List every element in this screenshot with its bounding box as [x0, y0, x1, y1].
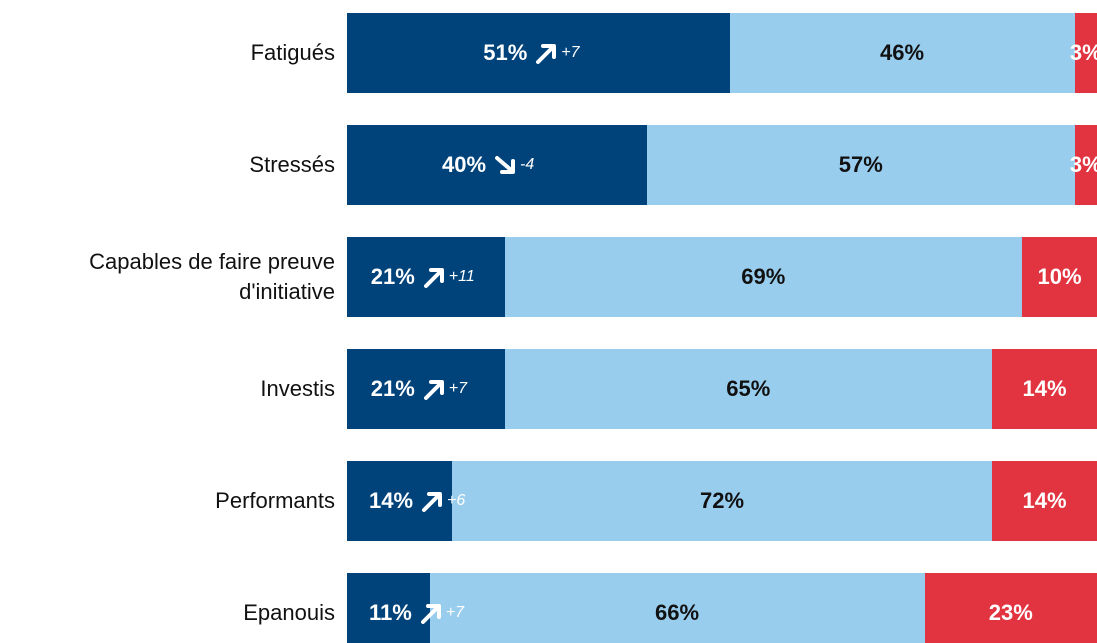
- bar-segment: [504, 237, 1022, 317]
- value-label: 14%: [1022, 376, 1067, 401]
- value-label-group: 21% +11: [371, 237, 475, 317]
- change-annotation: +7: [561, 44, 580, 61]
- value-label: 3%: [1069, 152, 1097, 177]
- bar-segment: [347, 125, 647, 205]
- category-label: Stressés: [249, 152, 335, 177]
- value-label: 40%: [442, 152, 487, 177]
- trend-arrow-shape: [423, 380, 444, 400]
- value-label: 65%: [726, 376, 771, 401]
- bar-segment: [429, 573, 925, 643]
- value-label-group: 51% +7: [483, 13, 579, 93]
- value-label: 14%: [369, 488, 414, 513]
- category-label: Epanouis: [243, 600, 335, 625]
- bar-segment: [992, 349, 1097, 429]
- bar-segment: [347, 349, 505, 429]
- value-label-group: 14% +6: [369, 461, 465, 541]
- value-label: 66%: [654, 600, 700, 625]
- trend-arrow-shape: [495, 156, 516, 174]
- trend-arrow-shape: [420, 604, 441, 624]
- bar-segment: [924, 573, 1097, 643]
- bar-segment: [992, 461, 1097, 541]
- value-label: 10%: [1037, 264, 1082, 289]
- trend-arrow: [423, 380, 444, 400]
- change-annotation: +7: [445, 604, 465, 621]
- value-label: 3%: [1069, 40, 1097, 65]
- trend-arrow: [536, 44, 557, 64]
- trend-arrow-shape: [423, 268, 444, 288]
- category-label: Capables de faire preuve d'initiative: [89, 249, 335, 304]
- value-label-group: 40% -4: [442, 125, 534, 205]
- value-label: 21%: [370, 264, 415, 289]
- bar-segment: [1074, 13, 1097, 93]
- bar-segment: [729, 13, 1075, 93]
- bar-segment: [347, 237, 505, 317]
- bar-segment: [1074, 125, 1097, 205]
- value-label: 51%: [483, 40, 528, 65]
- category-label: Investis: [260, 376, 335, 401]
- trend-arrow: [420, 604, 441, 624]
- trend-arrow: [423, 268, 444, 288]
- change-annotation: -4: [520, 156, 535, 173]
- value-label: 11%: [369, 600, 412, 625]
- value-label: 57%: [838, 152, 883, 177]
- value-label: 14%: [1022, 488, 1067, 513]
- value-label-group: 11% +7: [369, 573, 464, 643]
- category-label: Performants: [215, 488, 335, 513]
- bar-segment: [452, 461, 992, 541]
- bar-segment: [347, 573, 430, 643]
- trend-arrow: [422, 492, 443, 512]
- bar-segment: [647, 125, 1075, 205]
- value-label-group: 21% +7: [371, 349, 467, 429]
- change-annotation: +11: [448, 268, 475, 285]
- value-label: 21%: [370, 376, 415, 401]
- trend-arrow-shape: [536, 44, 557, 64]
- category-label: Fatigués: [250, 40, 335, 65]
- bar-segment: [347, 13, 730, 93]
- value-label: 23%: [988, 600, 1033, 625]
- bar-segment: [504, 349, 992, 429]
- trend-arrow-shape: [422, 492, 443, 512]
- value-label: 72%: [699, 488, 745, 513]
- change-annotation: +7: [448, 380, 468, 397]
- change-annotation: +6: [447, 492, 466, 509]
- bar-segment: [1022, 237, 1097, 317]
- value-label: 69%: [741, 264, 786, 289]
- trend-arrow: [495, 156, 516, 174]
- value-label: 46%: [879, 40, 925, 65]
